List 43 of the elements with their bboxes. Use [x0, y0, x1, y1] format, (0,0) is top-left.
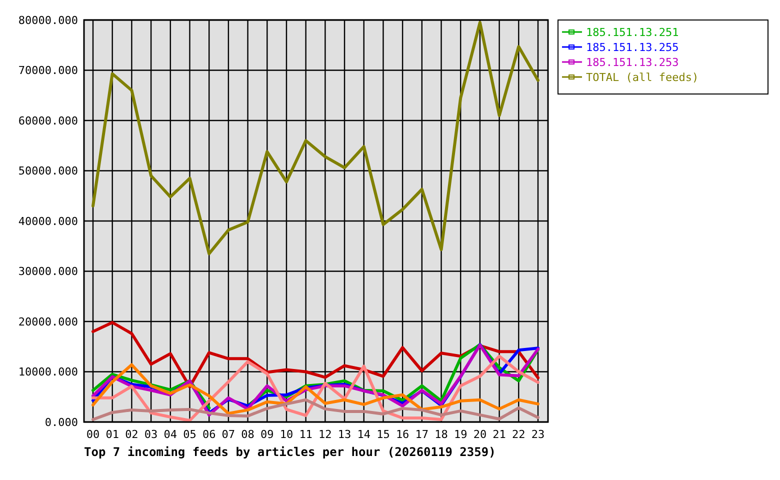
x-tick-label: 16 [396, 428, 410, 441]
x-tick-label: 17 [415, 428, 429, 441]
x-tick-label: 10 [280, 428, 294, 441]
x-tick-label: 03 [144, 428, 158, 441]
legend-label: 185.151.13.255 [586, 40, 679, 54]
y-tick-label: 50000.000 [18, 164, 78, 178]
legend-label: 185.151.13.253 [586, 56, 679, 69]
x-tick-label: 13 [338, 428, 352, 441]
x-tick-label: 15 [376, 428, 390, 441]
x-tick-label: 22 [512, 428, 526, 441]
x-tick-label: 18 [434, 428, 448, 441]
y-tick-label: 80000.000 [18, 14, 78, 27]
x-tick-label: 20 [473, 428, 487, 441]
legend-label: TOTAL (all feeds) [586, 70, 699, 84]
legend-label: 185.151.13.251 [586, 26, 679, 39]
y-tick-label: 20000.000 [18, 315, 78, 328]
y-tick-label: 70000.000 [18, 64, 78, 78]
x-tick-label: 07 [222, 428, 236, 441]
x-tick-label: 11 [299, 428, 312, 441]
line-series [92, 363, 540, 415]
x-tick-label: 04 [164, 428, 178, 441]
x-tick-label: 21 [492, 428, 506, 441]
x-tick-label: 12 [318, 428, 332, 441]
x-tick-label: 05 [183, 428, 196, 441]
y-tick-label: 0.000 [44, 416, 78, 429]
x-tick-label: 00 [86, 428, 100, 441]
x-tick-label: 01 [106, 428, 119, 441]
y-tick-label: 10000.000 [18, 366, 78, 379]
y-tick-label: 30000.000 [18, 265, 78, 278]
x-tick-label: 02 [125, 428, 138, 441]
y-tick-label: 40000.000 [18, 214, 78, 228]
line-series [92, 398, 540, 421]
x-tick-label: 09 [260, 428, 274, 441]
x-tick-label: 08 [241, 428, 254, 441]
x-tick-label: 19 [454, 428, 468, 441]
line-series [92, 21, 540, 256]
line-series [92, 321, 540, 388]
x-tick-label: 06 [202, 428, 216, 441]
x-tick-label: 14 [357, 428, 371, 441]
x-tick-label: 23 [531, 428, 545, 441]
y-tick-label: 60000.000 [18, 114, 78, 128]
line-series [92, 354, 540, 422]
text: Top 7 incoming feeds by articles per hour (20260119 2359) [84, 445, 496, 459]
